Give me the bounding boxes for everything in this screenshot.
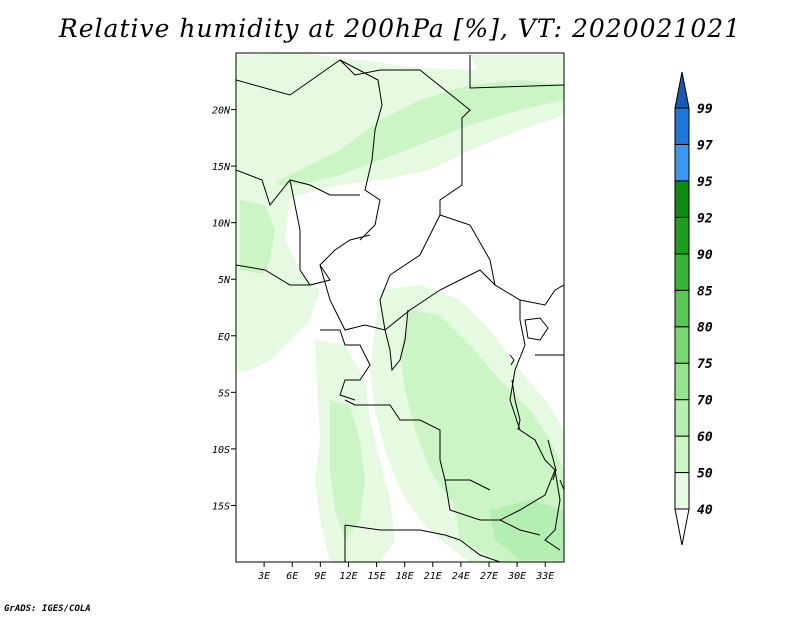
border-gabon-congo xyxy=(320,329,371,401)
lon-tick-label: 6E xyxy=(286,571,298,582)
border-north-east xyxy=(469,55,564,89)
colorbar: 40 50 60 70 75 80 85 90 92 95 97 99 xyxy=(674,71,713,546)
chart-title: Relative humidity at 200hPa [%], VT: 202… xyxy=(58,14,742,43)
colorbar-swatch xyxy=(674,362,690,401)
colorbar-level-label: 95 xyxy=(697,175,713,190)
colorbar-level-label: 50 xyxy=(697,467,713,482)
lat-tick-label: 10N xyxy=(212,219,231,230)
colorbar-level-label: 80 xyxy=(697,321,713,336)
colorbar-swatch xyxy=(674,143,690,182)
humidity-area-gulf xyxy=(236,270,290,345)
lat-tick-label: 15S xyxy=(212,501,230,512)
colorbar-upper-triangle xyxy=(674,71,690,109)
humidity-area-north-band-inner xyxy=(270,80,564,185)
map-frame xyxy=(235,52,565,563)
longitude-axis: 3E 6E 9E 12E 15E 18E 21E 24E 27E 30E 33E xyxy=(257,562,554,582)
lon-tick-label: 15E xyxy=(368,571,386,582)
border-cameroon xyxy=(319,264,391,331)
colorbar-level-label: 99 xyxy=(697,102,713,117)
colorbar-swatch xyxy=(674,107,690,145)
colorbar-swatch xyxy=(674,289,690,328)
country-borders xyxy=(236,55,564,562)
colorbar-level-label: 60 xyxy=(697,430,713,445)
border-niger-chad xyxy=(339,59,383,241)
lon-tick-label: 9E xyxy=(314,571,326,582)
border-mozambique-coast xyxy=(559,479,564,491)
colorbar-swatch xyxy=(674,472,690,510)
lat-tick-label: 5S xyxy=(218,388,230,399)
colorbar-level-label: 75 xyxy=(697,357,713,372)
lat-tick-label: 15N xyxy=(212,162,231,173)
colorbar-level-label: 92 xyxy=(697,211,713,226)
lon-tick-label: 3E xyxy=(257,571,270,582)
lon-tick-label: 18E xyxy=(396,571,414,582)
latitude-axis: 20N 15N 10N 5N EQ 5S 10S 15S xyxy=(212,106,236,512)
border-car xyxy=(384,269,496,331)
lon-tick-label: 33E xyxy=(535,571,554,582)
border-congo-drc xyxy=(384,309,409,372)
colorbar-lower-triangle xyxy=(674,508,690,546)
border-nigeria xyxy=(289,179,371,286)
colorbar-level-label: 90 xyxy=(697,248,713,263)
lon-tick-label: 21E xyxy=(424,571,442,582)
lat-tick-label: EQ xyxy=(218,332,230,343)
border-north-africa xyxy=(236,59,556,306)
border-east-africa xyxy=(509,300,561,551)
colorbar-swatch xyxy=(674,180,690,218)
humidity-area-southwest-inner xyxy=(330,400,365,540)
lon-tick-label: 24E xyxy=(452,571,470,582)
border-lake-malawi xyxy=(547,439,557,481)
lat-tick-label: 20N xyxy=(212,106,231,117)
border-zimbabwe xyxy=(499,519,541,536)
lon-tick-label: 30E xyxy=(507,571,526,582)
border-kenya-ethiopia xyxy=(554,284,564,291)
colorbar-level-label: 85 xyxy=(697,284,713,299)
border-angola xyxy=(344,399,491,491)
colorbar-swatch xyxy=(674,399,690,437)
colorbar-swatch xyxy=(674,326,690,364)
humidity-area-northeast xyxy=(470,55,564,78)
border-gulf-coast xyxy=(236,264,310,286)
grads-credit: GrADS: IGES/COLA xyxy=(4,604,91,614)
lon-tick-label: 27E xyxy=(480,571,498,582)
border-angola-namibia xyxy=(344,524,461,541)
border-lake-tanganyika xyxy=(511,379,521,431)
lon-tick-label: 12E xyxy=(339,571,357,582)
colorbar-level-label: 70 xyxy=(697,394,713,409)
colorbar-swatch xyxy=(674,435,690,474)
lat-tick-label: 10S xyxy=(212,445,230,456)
colorbar-swatch xyxy=(674,253,690,291)
border-lake-victoria xyxy=(524,317,549,341)
border-chad-sudan xyxy=(389,214,441,276)
border-south-africa xyxy=(459,539,501,562)
humidity-area-southeast-core xyxy=(490,500,564,560)
colorbar-swatch xyxy=(674,216,690,255)
colorbar-level-label: 97 xyxy=(697,138,713,153)
lat-tick-label: 5N xyxy=(218,275,231,286)
colorbar-level-label: 40 xyxy=(697,503,713,518)
border-lake-kivu xyxy=(509,354,515,366)
humidity-shading xyxy=(236,53,564,562)
